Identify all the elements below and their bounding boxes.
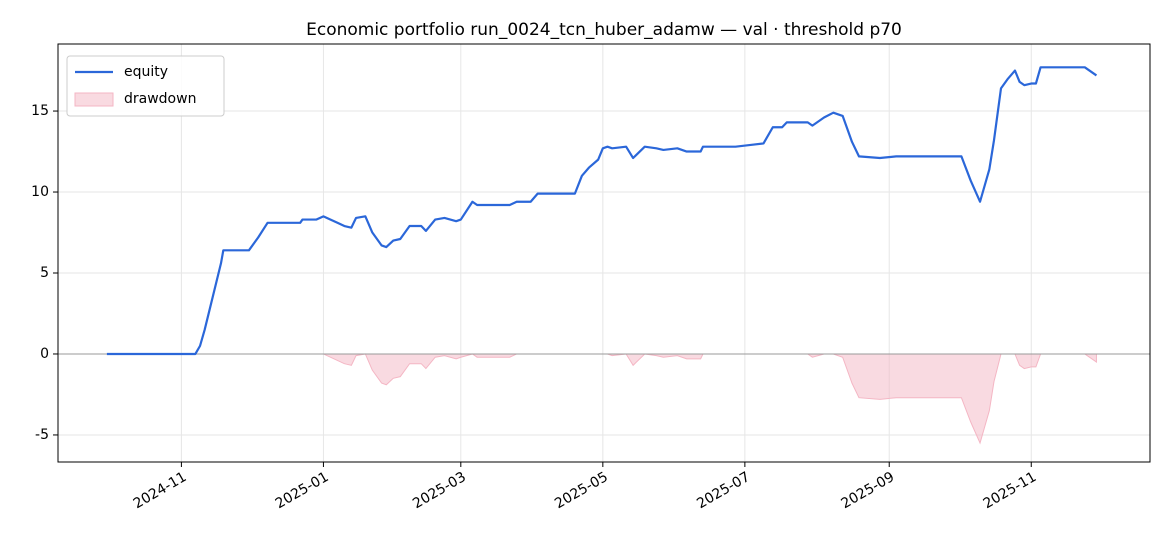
y-tick-label: -5 <box>35 427 49 443</box>
x-tick-label: 2025-03 <box>410 469 469 512</box>
legend-label: drawdown <box>124 91 196 107</box>
legend-label: equity <box>124 64 168 80</box>
drawdown-area <box>106 353 1097 445</box>
legend-swatch <box>74 92 114 107</box>
x-tick-label: 2024-11 <box>131 469 190 512</box>
x-tick-label: 2025-01 <box>273 469 332 512</box>
x-tick-label: 2025-05 <box>552 469 611 512</box>
y-tick-label: 15 <box>31 103 49 119</box>
x-tick-label: 2025-09 <box>839 469 898 512</box>
y-tick-label: 5 <box>40 265 49 281</box>
y-tick-label: 10 <box>31 184 49 200</box>
x-tick-label: 2025-07 <box>694 469 753 512</box>
y-tick-label: 0 <box>40 346 49 362</box>
x-tick-label: 2025-11 <box>981 469 1040 512</box>
equity-line <box>106 66 1098 356</box>
chart-title: Economic portfolio run_0024_tcn_huber_ad… <box>306 20 902 40</box>
plot-frame <box>57 43 1151 463</box>
